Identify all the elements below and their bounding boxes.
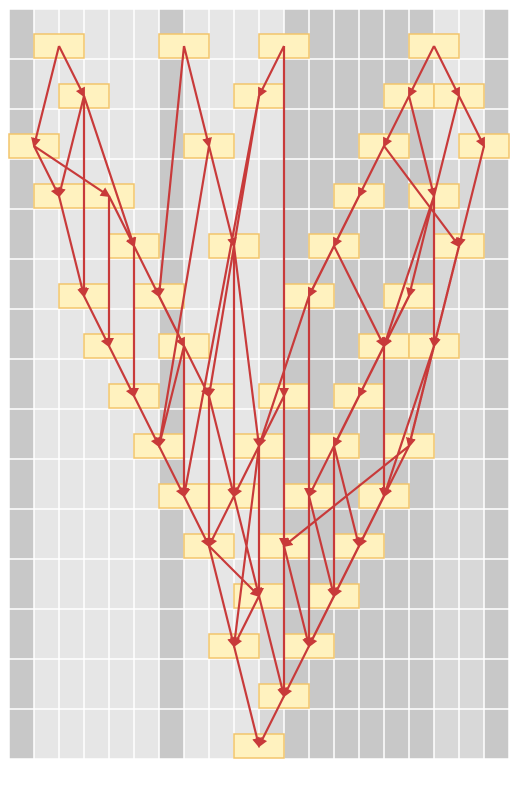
edge-m1-o1 (232, 645, 262, 748)
edge-b1-e1 (82, 95, 137, 248)
grid-column-3 (84, 9, 109, 759)
edge-e2-i2 (232, 245, 263, 448)
edge-d1-f1 (57, 195, 87, 298)
edge-b2-j1 (180, 95, 261, 498)
edge-i4-k2 (282, 445, 410, 548)
edge-g4-i4 (406, 345, 436, 448)
edge-j2-l1 (232, 495, 262, 598)
edge-a2-f2 (154, 45, 186, 298)
edge-l1-m1 (233, 595, 260, 648)
edge-k3-l2 (333, 545, 360, 598)
edge-i4-j4 (383, 445, 410, 498)
edge-d4-g3 (381, 195, 436, 348)
edge-j3-l2 (307, 495, 337, 598)
edge-e1-f2 (133, 245, 160, 298)
edge-l2-m2 (308, 595, 335, 648)
edge-a4-b4 (433, 45, 460, 98)
edge-k2-m2 (282, 545, 312, 648)
edge-c3-d3 (358, 145, 385, 198)
edge-j1-k1 (183, 495, 210, 548)
edge-g2-i1 (156, 345, 186, 448)
grid-column-2 (59, 9, 84, 759)
edge-h2-j2 (207, 395, 237, 498)
edge-b3-d4 (407, 95, 437, 198)
edge-c2-e2 (207, 145, 237, 248)
edge-k1-l1 (208, 545, 261, 598)
grid-column-17 (434, 9, 459, 759)
edge-f3-i2 (256, 295, 311, 448)
edge-j2-k1 (208, 495, 235, 548)
edge-l1-n1 (257, 595, 287, 698)
edge-c3-e4 (383, 145, 461, 248)
edge-g1-h1 (108, 345, 135, 398)
edge-c2-i1 (155, 145, 211, 448)
edge-n1-o1 (258, 695, 285, 748)
edge-f1-g1 (83, 295, 110, 348)
edge-c4-e4 (456, 145, 486, 248)
edge-c1-d2 (33, 145, 111, 198)
edge-e3-f3 (308, 245, 335, 298)
edge-b1-d1 (56, 95, 86, 198)
edge-a1-b1 (58, 45, 85, 98)
edge-c1-d1 (33, 145, 60, 198)
edge-a3-b2 (258, 45, 285, 98)
edge-d3-e3 (333, 195, 360, 248)
edge-a1-c1 (31, 45, 61, 148)
edge-b4-c4 (458, 95, 485, 148)
edge-b3-c3 (383, 95, 410, 148)
edge-d2-e1 (108, 195, 135, 248)
edge-k1-m1 (207, 545, 237, 648)
edge-m2-n1 (283, 645, 310, 698)
edge-g4-j4 (381, 345, 436, 498)
edge-i1-j1 (158, 445, 185, 498)
edge-h1-i1 (133, 395, 160, 448)
edge-layer (31, 45, 486, 748)
grid-column-6 (159, 9, 184, 759)
grid-column-0 (9, 9, 34, 759)
grid-column-1 (34, 9, 59, 759)
edge-a2-c2 (182, 45, 212, 148)
edge-e3-g3 (333, 245, 385, 348)
edge-a4-b3 (408, 45, 435, 98)
